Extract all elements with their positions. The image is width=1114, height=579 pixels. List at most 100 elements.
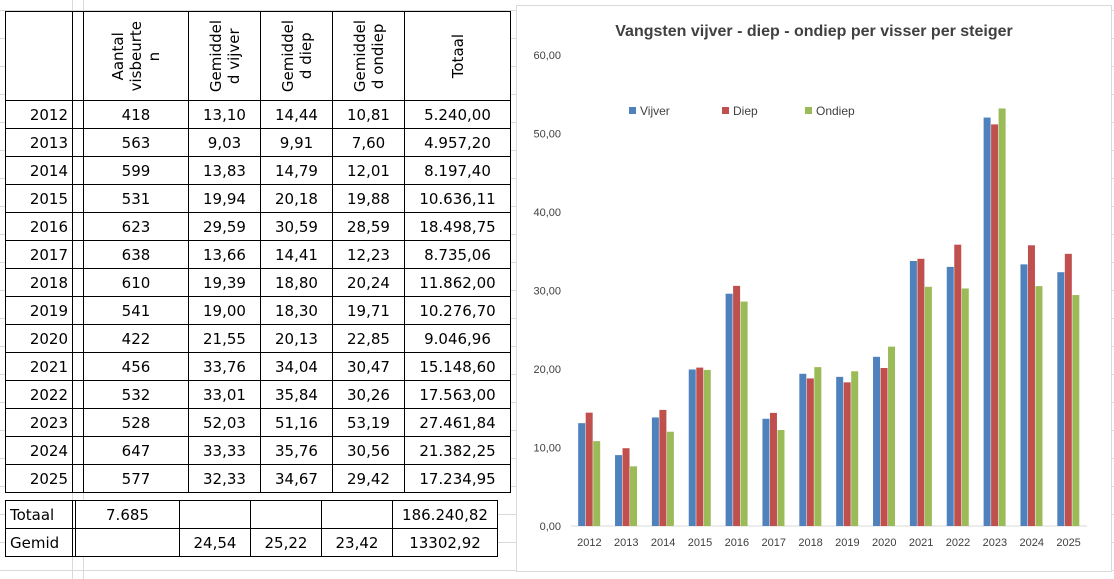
- table-cell[interactable]: 14,41: [260, 240, 333, 269]
- table-cell[interactable]: 10,81: [332, 100, 405, 129]
- table-cell[interactable]: 8.197,40: [404, 156, 511, 185]
- table-cell[interactable]: 33,01: [188, 380, 261, 409]
- table-cell[interactable]: 23,42: [321, 528, 393, 557]
- table-cell[interactable]: 2017: [5, 240, 73, 269]
- table-cell[interactable]: 19,39: [188, 268, 261, 297]
- table-cell[interactable]: 2013: [5, 128, 73, 157]
- table-cell[interactable]: 532: [83, 380, 189, 409]
- table-cell[interactable]: 32,33: [188, 464, 261, 493]
- table-cell[interactable]: 15.148,60: [404, 352, 511, 381]
- table-cell[interactable]: 20,13: [260, 324, 333, 353]
- table-cell[interactable]: 7.685: [75, 500, 180, 529]
- table-cell[interactable]: 531: [83, 184, 189, 213]
- table-cell[interactable]: 20,18: [260, 184, 333, 213]
- table-cell[interactable]: 34,67: [260, 464, 333, 493]
- table-cell[interactable]: 14,79: [260, 156, 333, 185]
- table-cell[interactable]: 2014: [5, 156, 73, 185]
- bar-ondiep: [1035, 286, 1043, 526]
- table-cell[interactable]: 2019: [5, 296, 73, 325]
- table-cell[interactable]: 20,24: [332, 268, 405, 297]
- table-cell[interactable]: 2016: [5, 212, 73, 241]
- table-cell[interactable]: Totaal: [5, 500, 73, 529]
- table-cell[interactable]: Gemid: [5, 528, 73, 557]
- table-cell[interactable]: 33,76: [188, 352, 261, 381]
- table-cell[interactable]: 33,33: [188, 436, 261, 465]
- table-cell[interactable]: 456: [83, 352, 189, 381]
- table-cell[interactable]: 21.382,25: [404, 436, 511, 465]
- table-cell[interactable]: 2023: [5, 408, 73, 437]
- table-cell[interactable]: 51,16: [260, 408, 333, 437]
- table-cell[interactable]: 422: [83, 324, 189, 353]
- table-cell[interactable]: 9,03: [188, 128, 261, 157]
- table-cell[interactable]: 13,66: [188, 240, 261, 269]
- table-cell[interactable]: 35,76: [260, 436, 333, 465]
- table-cell[interactable]: 17.234,95: [404, 464, 511, 493]
- table-cell[interactable]: 2020: [5, 324, 73, 353]
- table-cell[interactable]: 28,59: [332, 212, 405, 241]
- table-cell[interactable]: 9,91: [260, 128, 333, 157]
- table-cell[interactable]: 418: [83, 100, 189, 129]
- table-cell[interactable]: [179, 500, 251, 529]
- table-cell[interactable]: 599: [83, 156, 189, 185]
- table-cell[interactable]: 13,83: [188, 156, 261, 185]
- table-cell[interactable]: 29,42: [332, 464, 405, 493]
- table-cell[interactable]: 19,94: [188, 184, 261, 213]
- table-cell[interactable]: 563: [83, 128, 189, 157]
- table-cell[interactable]: 9.046,96: [404, 324, 511, 353]
- table-cell[interactable]: 18,30: [260, 296, 333, 325]
- table-cell[interactable]: 18.498,75: [404, 212, 511, 241]
- table-cell[interactable]: [250, 500, 322, 529]
- table-cell[interactable]: 2018: [5, 268, 73, 297]
- table-cell[interactable]: 647: [83, 436, 189, 465]
- table-cell[interactable]: 13302,92: [392, 528, 498, 557]
- table-cell[interactable]: 4.957,20: [404, 128, 511, 157]
- table-cell[interactable]: 29,59: [188, 212, 261, 241]
- table-cell[interactable]: 18,80: [260, 268, 333, 297]
- table-cell[interactable]: 19,71: [332, 296, 405, 325]
- table-cell[interactable]: 19,88: [332, 184, 405, 213]
- table-cell[interactable]: 21,55: [188, 324, 261, 353]
- gap-cell: [72, 212, 84, 241]
- table-cell[interactable]: [321, 500, 393, 529]
- table-cell[interactable]: 12,23: [332, 240, 405, 269]
- table-cell[interactable]: 53,19: [332, 408, 405, 437]
- table-cell[interactable]: 24,54: [179, 528, 251, 557]
- chart[interactable]: Vangsten vijver - diep - ondiep per viss…: [516, 5, 1112, 572]
- table-cell[interactable]: 52,03: [188, 408, 261, 437]
- bar-diep: [659, 409, 667, 526]
- table-cell[interactable]: 25,22: [250, 528, 322, 557]
- table-cell[interactable]: 30,47: [332, 352, 405, 381]
- table-cell[interactable]: 623: [83, 212, 189, 241]
- table-cell[interactable]: 2021: [5, 352, 73, 381]
- table-cell[interactable]: 2024: [5, 436, 73, 465]
- table-cell[interactable]: 541: [83, 296, 189, 325]
- table-cell[interactable]: 8.735,06: [404, 240, 511, 269]
- table-cell[interactable]: 17.563,00: [404, 380, 511, 409]
- table-cell[interactable]: 19,00: [188, 296, 261, 325]
- table-cell[interactable]: 35,84: [260, 380, 333, 409]
- table-cell[interactable]: 5.240,00: [404, 100, 511, 129]
- table-cell[interactable]: 14,44: [260, 100, 333, 129]
- table-cell[interactable]: 2015: [5, 184, 73, 213]
- table-cell[interactable]: 30,56: [332, 436, 405, 465]
- table-cell[interactable]: 30,59: [260, 212, 333, 241]
- table-cell[interactable]: 577: [83, 464, 189, 493]
- table-cell[interactable]: 34,04: [260, 352, 333, 381]
- table-cell[interactable]: 610: [83, 268, 189, 297]
- table-cell[interactable]: 186.240,82: [392, 500, 498, 529]
- table-cell[interactable]: 11.862,00: [404, 268, 511, 297]
- table-cell[interactable]: 27.461,84: [404, 408, 511, 437]
- table-cell[interactable]: 2025: [5, 464, 73, 493]
- table-cell[interactable]: 528: [83, 408, 189, 437]
- table-cell[interactable]: 12,01: [332, 156, 405, 185]
- table-cell[interactable]: 10.276,70: [404, 296, 511, 325]
- table-cell[interactable]: 10.636,11: [404, 184, 511, 213]
- table-cell[interactable]: 2012: [5, 100, 73, 129]
- table-cell[interactable]: 30,26: [332, 380, 405, 409]
- table-cell[interactable]: 13,10: [188, 100, 261, 129]
- table-cell[interactable]: 2022: [5, 380, 73, 409]
- table-cell[interactable]: 7,60: [332, 128, 405, 157]
- table-cell[interactable]: 22,85: [332, 324, 405, 353]
- table-cell[interactable]: [75, 528, 180, 557]
- table-cell[interactable]: 638: [83, 240, 189, 269]
